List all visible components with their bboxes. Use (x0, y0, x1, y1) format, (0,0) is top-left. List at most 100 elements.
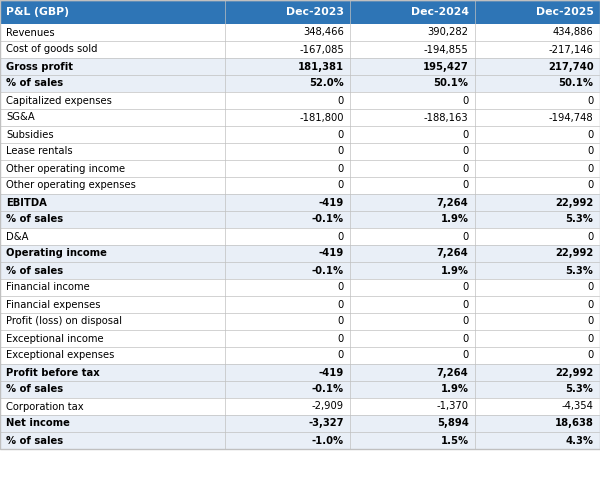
Text: 390,282: 390,282 (428, 27, 469, 37)
Bar (0, 279, 600, 296)
Text: 0: 0 (587, 147, 593, 157)
Text: 0: 0 (463, 147, 469, 157)
Text: Net income: Net income (6, 418, 70, 428)
Text: Operating income: Operating income (6, 248, 107, 258)
Bar (0, 296, 600, 313)
Text: -194,855: -194,855 (424, 45, 469, 55)
Bar (0, 228, 600, 245)
Bar (0, 126, 600, 143)
Text: P&L (GBP): P&L (GBP) (6, 7, 69, 17)
Bar (0, 313, 600, 330)
Text: 22,992: 22,992 (555, 367, 593, 378)
Text: % of sales: % of sales (6, 435, 63, 445)
Bar (0, 0, 600, 24)
Text: 0: 0 (338, 164, 344, 173)
Bar (0, 381, 600, 398)
Text: 0: 0 (463, 95, 469, 105)
Bar (0, 58, 600, 75)
Text: Exceptional income: Exceptional income (6, 333, 104, 343)
Text: 0: 0 (587, 130, 593, 140)
Text: 0: 0 (338, 130, 344, 140)
Text: 0: 0 (587, 300, 593, 310)
Text: 7,264: 7,264 (437, 197, 469, 208)
Text: Capitalized expenses: Capitalized expenses (6, 95, 112, 105)
Text: Other operating income: Other operating income (6, 164, 125, 173)
Text: 1.9%: 1.9% (440, 265, 469, 275)
Text: -1.0%: -1.0% (311, 435, 344, 445)
Text: 1.5%: 1.5% (440, 435, 469, 445)
Text: 0: 0 (338, 95, 344, 105)
Text: Exceptional expenses: Exceptional expenses (6, 350, 115, 360)
Text: 0: 0 (463, 164, 469, 173)
Text: -0.1%: -0.1% (311, 215, 344, 225)
Text: EBITDA: EBITDA (6, 197, 47, 208)
Bar (0, 432, 600, 449)
Text: 0: 0 (338, 232, 344, 242)
Bar (0, 41, 600, 58)
Text: Lease rentals: Lease rentals (6, 147, 73, 157)
Bar (0, 109, 600, 126)
Text: -419: -419 (319, 197, 344, 208)
Text: 0: 0 (338, 333, 344, 343)
Text: -0.1%: -0.1% (311, 385, 344, 395)
Text: Financial expenses: Financial expenses (6, 300, 101, 310)
Bar (0, 92, 600, 109)
Text: 0: 0 (463, 300, 469, 310)
Bar (0, 160, 600, 177)
Text: Profit (loss) on disposal: Profit (loss) on disposal (6, 317, 122, 327)
Bar (0, 262, 600, 279)
Text: Other operating expenses: Other operating expenses (6, 180, 136, 190)
Text: 0: 0 (587, 232, 593, 242)
Text: 0: 0 (463, 232, 469, 242)
Text: 434,886: 434,886 (553, 27, 593, 37)
Text: 0: 0 (338, 147, 344, 157)
Text: -0.1%: -0.1% (311, 265, 344, 275)
Text: 0: 0 (338, 300, 344, 310)
Text: 0: 0 (463, 180, 469, 190)
Text: -1,370: -1,370 (437, 402, 469, 412)
Text: Financial income: Financial income (6, 282, 90, 293)
Text: 18,638: 18,638 (554, 418, 593, 428)
Text: 0: 0 (338, 350, 344, 360)
Text: Dec-2024: Dec-2024 (410, 7, 469, 17)
Text: -419: -419 (319, 367, 344, 378)
Text: % of sales: % of sales (6, 215, 63, 225)
Text: % of sales: % of sales (6, 79, 63, 88)
Text: 0: 0 (587, 333, 593, 343)
Text: 348,466: 348,466 (303, 27, 344, 37)
Text: Subsidies: Subsidies (6, 130, 53, 140)
Bar (0, 194, 600, 211)
Text: 5,894: 5,894 (437, 418, 469, 428)
Text: 217,740: 217,740 (548, 62, 593, 72)
Text: 0: 0 (338, 317, 344, 327)
Text: D&A: D&A (6, 232, 29, 242)
Text: 52.0%: 52.0% (309, 79, 344, 88)
Text: Gross profit: Gross profit (6, 62, 73, 72)
Text: 50.1%: 50.1% (434, 79, 469, 88)
Text: 0: 0 (587, 164, 593, 173)
Text: -419: -419 (319, 248, 344, 258)
Text: 0: 0 (338, 180, 344, 190)
Text: -4,354: -4,354 (562, 402, 593, 412)
Text: 0: 0 (587, 282, 593, 293)
Text: 0: 0 (463, 130, 469, 140)
Text: 181,381: 181,381 (298, 62, 344, 72)
Bar (0, 245, 600, 262)
Text: 195,427: 195,427 (423, 62, 469, 72)
Text: 0: 0 (587, 350, 593, 360)
Text: Dec-2025: Dec-2025 (536, 7, 593, 17)
Text: 0: 0 (463, 350, 469, 360)
Text: 0: 0 (463, 282, 469, 293)
Text: 0: 0 (463, 317, 469, 327)
Text: % of sales: % of sales (6, 265, 63, 275)
Text: Revenues: Revenues (6, 27, 55, 37)
Text: -181,800: -181,800 (299, 112, 344, 122)
Text: 7,264: 7,264 (437, 367, 469, 378)
Text: Cost of goods sold: Cost of goods sold (6, 45, 97, 55)
Text: % of sales: % of sales (6, 385, 63, 395)
Bar (0, 211, 600, 228)
Text: 7,264: 7,264 (437, 248, 469, 258)
Text: -3,327: -3,327 (308, 418, 344, 428)
Text: Profit before tax: Profit before tax (6, 367, 100, 378)
Bar (0, 143, 600, 160)
